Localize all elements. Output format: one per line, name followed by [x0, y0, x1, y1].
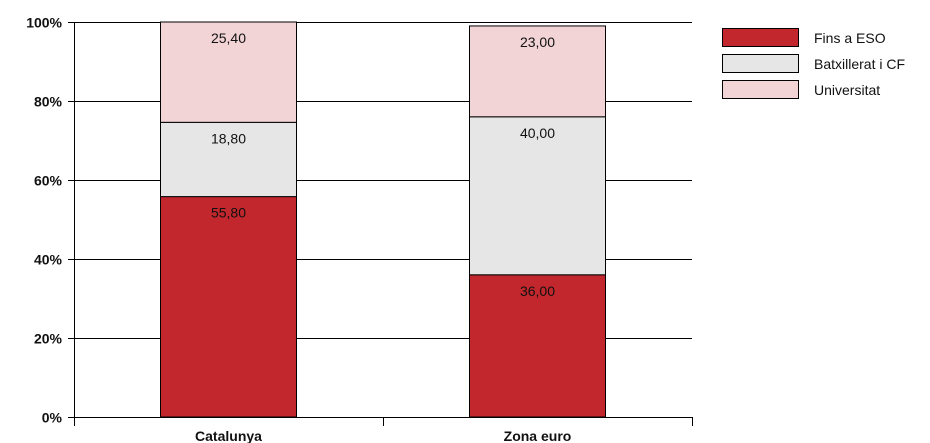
data-label: 40,00: [520, 125, 555, 141]
legend-label: Universitat: [814, 82, 880, 98]
y-tick-label: 100%: [26, 15, 62, 31]
legend-swatch: [722, 28, 799, 47]
bar-segment: [160, 121, 297, 198]
category-label: Catalunya: [195, 428, 262, 443]
bars: [160, 21, 606, 418]
y-tick-label: 40%: [34, 252, 63, 268]
y-tick-label: 0%: [42, 410, 63, 426]
data-label: 36,00: [520, 283, 555, 299]
legend: Fins a ESO Batxillerat i CF Universitat: [722, 28, 905, 99]
bar-segment: [160, 21, 297, 123]
data-label: 23,00: [520, 34, 555, 50]
data-label: 55,80: [211, 205, 246, 221]
data-label: 25,40: [211, 30, 246, 46]
legend-label: Batxillerat i CF: [814, 56, 905, 72]
legend-label: Fins a ESO: [814, 30, 886, 46]
y-tick-label: 60%: [34, 173, 63, 189]
bar-segment: [469, 25, 606, 118]
bar-segment: [469, 116, 606, 276]
category-label: Zona euro: [504, 428, 572, 443]
axes: [68, 22, 693, 426]
y-tick-label: 80%: [34, 94, 63, 110]
data-label: 18,80: [211, 130, 246, 146]
labels: 0% 20% 40% 60% 80% 100% 55,80 18,80 25,40 Catalun…: [26, 15, 571, 443]
legend-swatch: [722, 54, 799, 73]
legend-swatch: [722, 80, 799, 99]
bar-segment: [160, 196, 297, 418]
y-tick-label: 20%: [34, 331, 63, 347]
